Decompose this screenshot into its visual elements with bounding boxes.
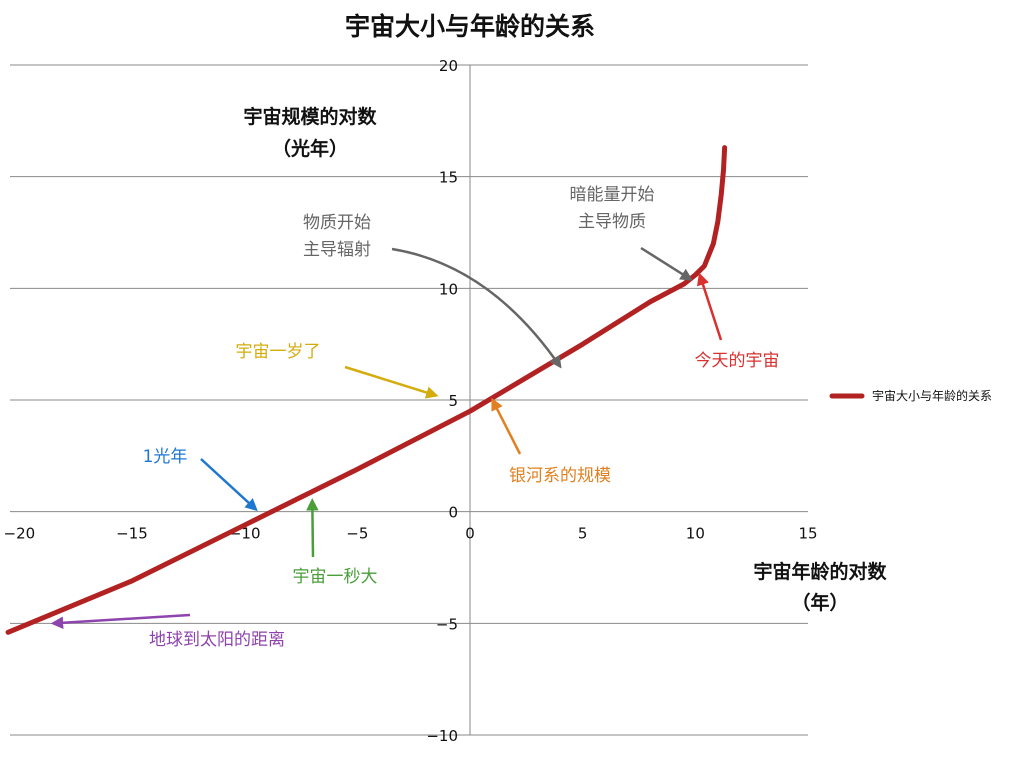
annotation-arrow	[391, 247, 562, 369]
annotation-label: 宇宙一岁了	[236, 342, 321, 362]
annotation-arrow	[491, 397, 522, 455]
x-tick-label: 10	[686, 525, 705, 543]
x-axis-title: 宇宙年龄的对数 （年）	[753, 560, 887, 614]
annotation-label: 宇宙一秒大	[293, 567, 378, 587]
y-axis-title: 宇宙规模的对数 （光年）	[243, 105, 377, 160]
y-tick-label: 10	[439, 280, 458, 298]
annotation-arrow	[200, 458, 258, 512]
x-tick-label: −5	[346, 525, 368, 543]
annotation-label: 今天的宇宙	[695, 351, 780, 371]
annotation-label: 物质开始	[303, 213, 371, 233]
y-tick-label: −10	[426, 727, 458, 745]
y-axis-title-line: 宇宙规模的对数	[243, 105, 377, 128]
annotation-arrow	[344, 365, 439, 399]
y-tick-label: 20	[439, 57, 458, 75]
x-tick-label: −15	[116, 525, 148, 543]
legend-label: 宇宙大小与年龄的关系	[872, 388, 992, 403]
chart-title: 宇宙大小与年龄的关系	[345, 12, 595, 41]
series-line	[5, 145, 728, 635]
annotation-label: 地球到太阳的距离	[149, 630, 285, 650]
annotation-label: 1光年	[143, 447, 188, 467]
x-tick-label: 5	[578, 525, 588, 543]
annotation-label: 暗能量开始	[570, 185, 655, 205]
y-tick-label: 5	[448, 392, 458, 410]
x-tick-label: 15	[798, 525, 817, 543]
y-axis-title-line: （光年）	[272, 137, 348, 160]
x-tick-labels: −20 −15 −10 −5 0 5 10 15	[4, 525, 818, 543]
y-tick-label: −5	[436, 615, 458, 633]
x-axis-title-line: （年）	[791, 591, 848, 614]
annotation-label: 银河系的规模	[509, 466, 611, 486]
x-axis-title-line: 宇宙年龄的对数	[753, 560, 887, 583]
annotation-arrow	[696, 272, 723, 341]
x-tick-label: 0	[465, 525, 475, 543]
y-tick-label: 0	[448, 504, 458, 522]
y-tick-label: 15	[439, 169, 458, 187]
x-tick-label: −20	[4, 525, 36, 543]
annotation-label: 主导辐射	[303, 240, 371, 260]
legend: 宇宙大小与年龄的关系	[829, 388, 992, 403]
grid-lines	[10, 64, 808, 736]
series-layer	[5, 145, 728, 635]
annotation-arrow	[306, 498, 319, 558]
annotation-label: 主导物质	[578, 212, 646, 232]
y-tick-labels: −10 −5 0 5 10 15 20	[426, 57, 458, 745]
annotation-arrow	[50, 613, 191, 629]
annotation-arrow	[640, 246, 693, 281]
